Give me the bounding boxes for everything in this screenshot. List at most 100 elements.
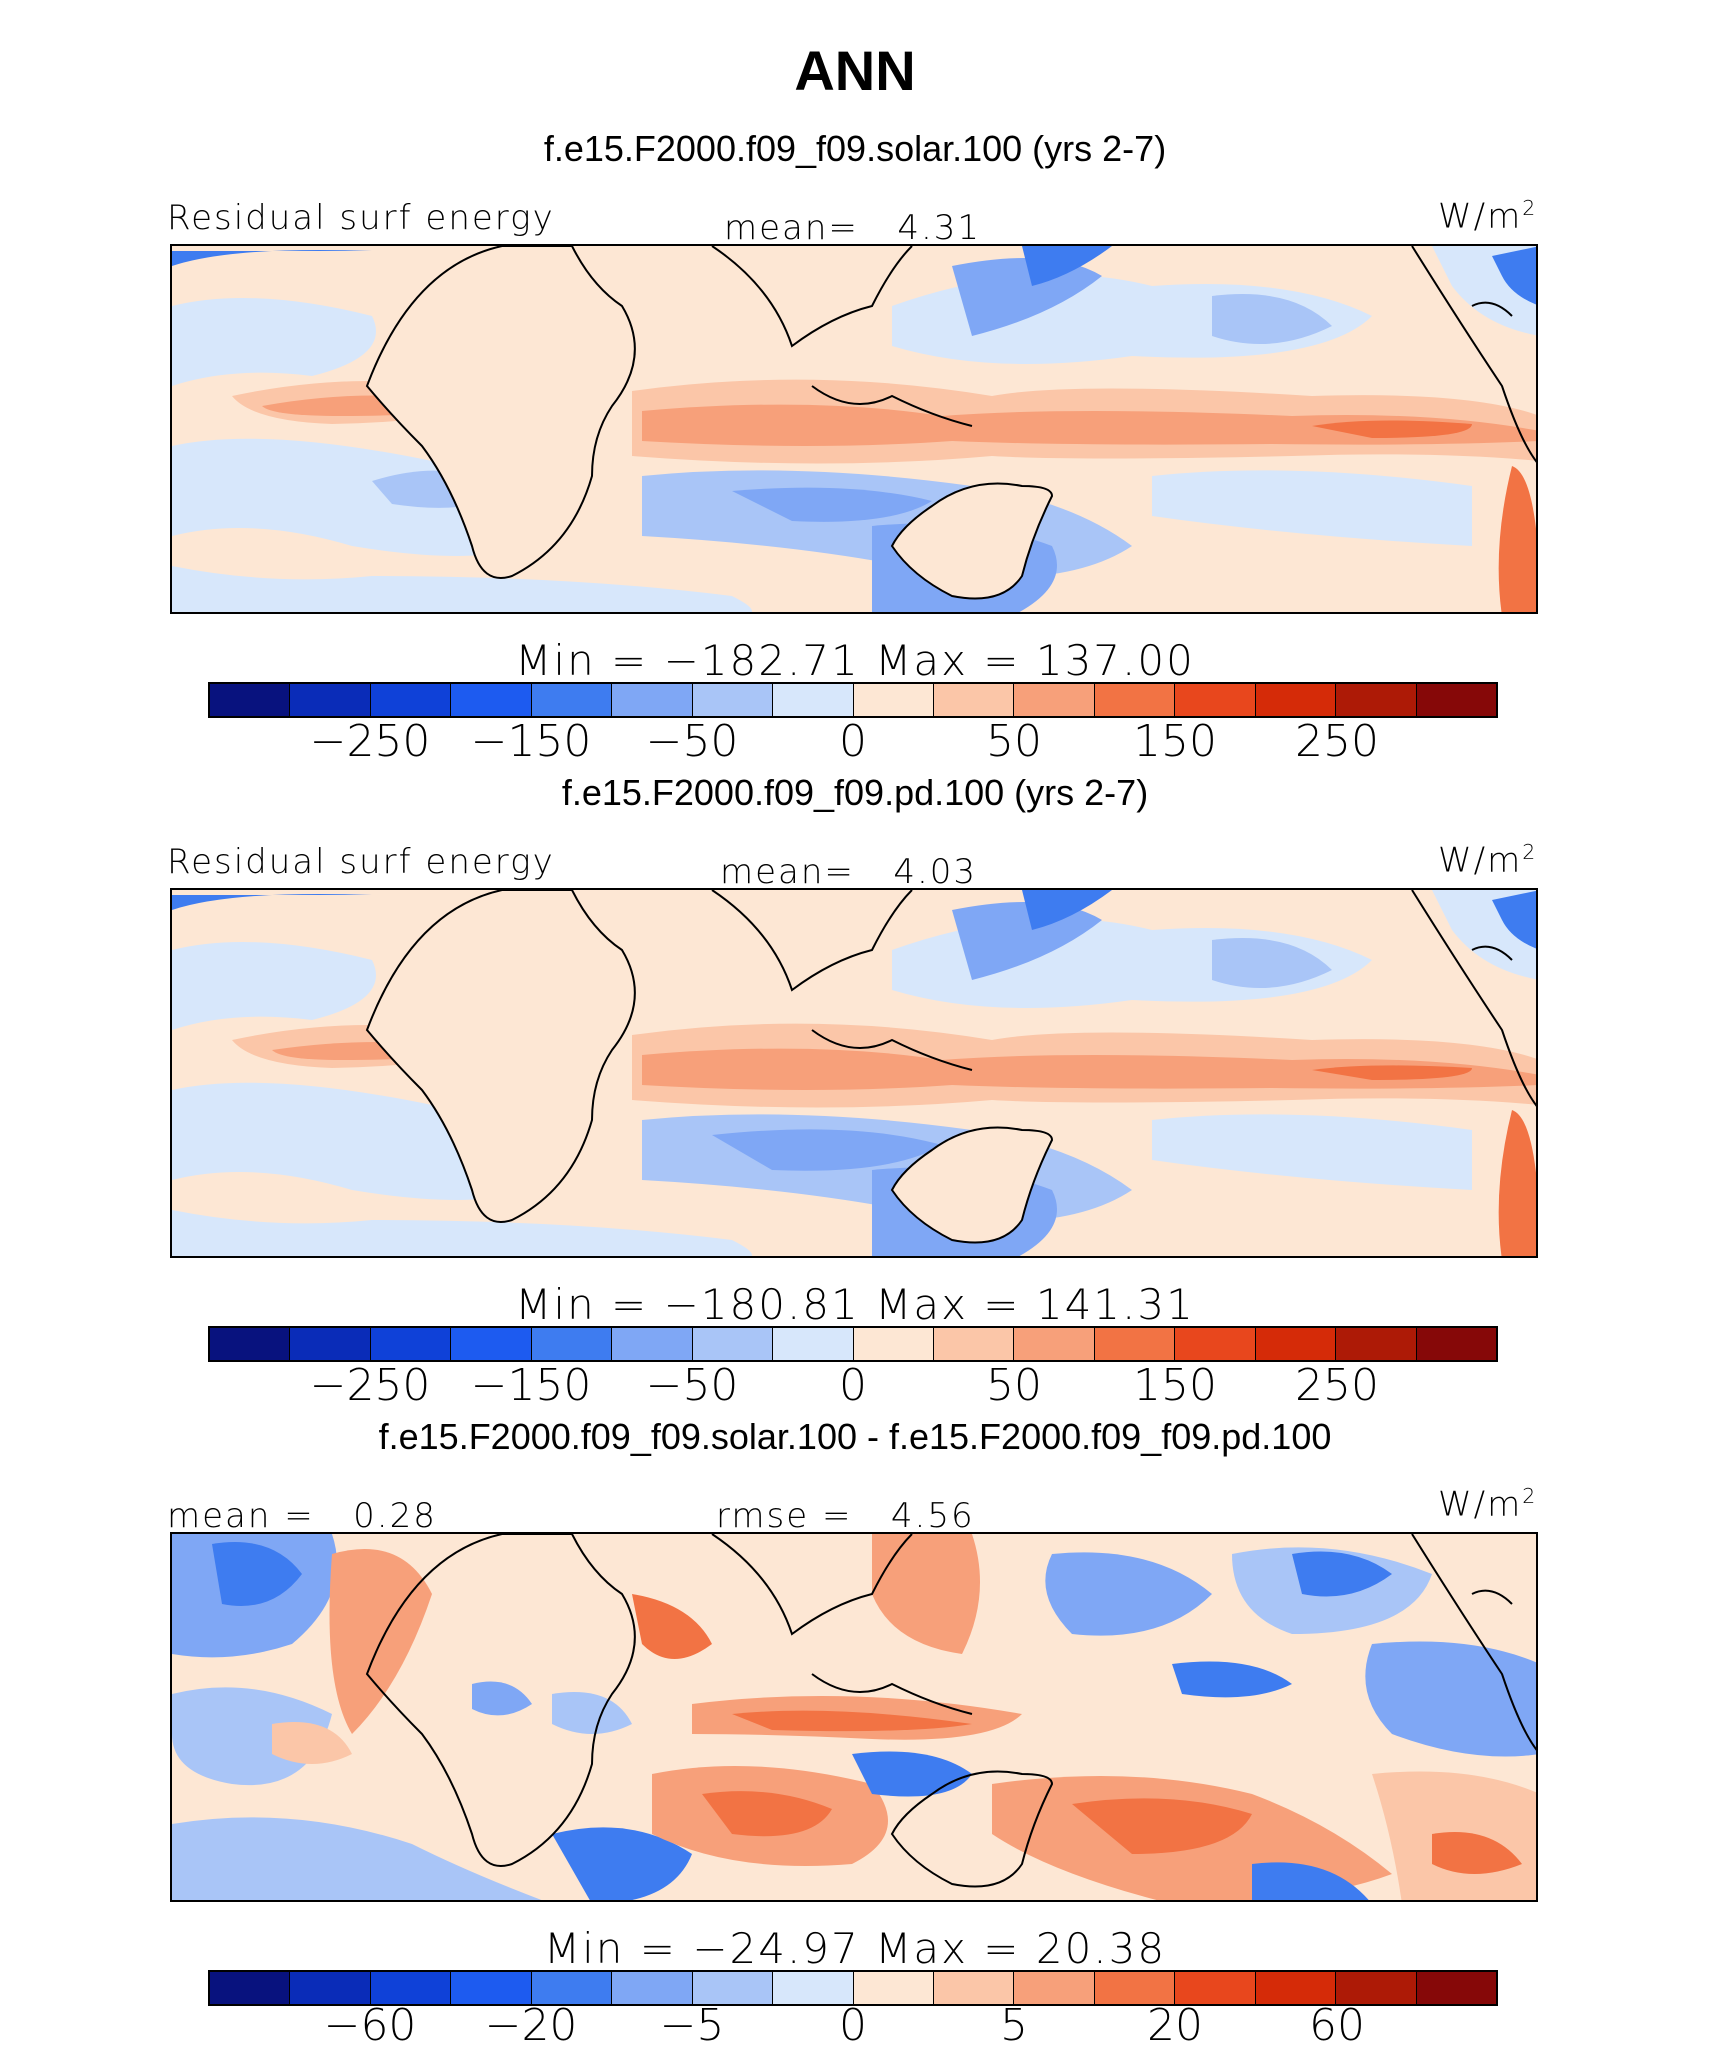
panel3-minmax: Min = −24.97 Max = 20.38 (543, 1924, 1167, 1973)
colorbar-swatch (1094, 684, 1176, 716)
colorbar-swatch (1014, 684, 1095, 716)
panel1-tick: 0 (839, 716, 867, 767)
colorbar-swatch (531, 684, 613, 716)
panel3-tick: −20 (484, 2000, 578, 2051)
colorbar-swatch (853, 1328, 934, 1360)
colorbar-swatch (1094, 1972, 1176, 2004)
panel2-tick: 0 (839, 1360, 867, 1411)
panel3-min-value: −24.97 (692, 1924, 860, 1973)
colorbar-swatch (210, 684, 291, 716)
colorbar-swatch (692, 684, 774, 716)
colorbar-swatch (531, 1328, 613, 1360)
colorbar-swatch (612, 684, 693, 716)
panel1-max-label: Max (875, 636, 968, 685)
colorbar-swatch (1014, 1972, 1095, 2004)
panel2-minmax: Min = −180.81 Max = 141.31 (515, 1280, 1195, 1329)
panel2-max-value: 141.31 (1035, 1280, 1195, 1329)
panel1-tick: 150 (1133, 716, 1217, 767)
colorbar-swatch (933, 1328, 1015, 1360)
panel3-tick: 5 (1000, 2000, 1028, 2051)
panel1-tick: 50 (986, 716, 1042, 767)
panel1-units: W/m2 (1438, 196, 1538, 237)
panel3-min-label: Min (543, 1924, 625, 1973)
colorbar-swatch (290, 1972, 371, 2004)
figure-title: ANN (794, 39, 916, 102)
colorbar-swatch (1416, 1972, 1496, 2004)
colorbar-swatch (451, 1328, 532, 1360)
colorbar-swatch (853, 684, 934, 716)
panel3-tick: −60 (323, 2000, 417, 2051)
colorbar-swatch (210, 1972, 291, 2004)
panel3-colorbar (208, 1970, 1498, 2006)
panel2-max-label: Max (875, 1280, 968, 1329)
colorbar-swatch (1336, 1972, 1417, 2004)
panel2-map (170, 888, 1538, 1258)
colorbar-swatch (1175, 684, 1256, 716)
panel3-max-value: 20.38 (1035, 1924, 1167, 1973)
colorbar-swatch (1255, 1972, 1337, 2004)
colorbar-swatch (1336, 1328, 1417, 1360)
colorbar-swatch (612, 1328, 693, 1360)
panel1-tick: 250 (1295, 716, 1379, 767)
panel3-tick: 60 (1309, 2000, 1365, 2051)
panel3-mean-label: mean = (167, 1496, 315, 1536)
panel2-tick: −250 (309, 1360, 431, 1411)
panel3-tick: 20 (1147, 2000, 1203, 2051)
colorbar-swatch (1416, 1328, 1496, 1360)
panel2-mean-value: 4.03 (893, 852, 978, 892)
colorbar-swatch (853, 1972, 934, 2004)
panel2-case-title: f.e15.F2000.f09_f09.pd.100 (yrs 2-7) (561, 772, 1149, 813)
colorbar-swatch (210, 1328, 291, 1360)
colorbar-swatch (1175, 1328, 1256, 1360)
colorbar-swatch (531, 1972, 613, 2004)
colorbar-swatch (933, 1972, 1015, 2004)
panel2-mean-label: mean= (720, 852, 855, 892)
panel2-tick: 250 (1295, 1360, 1379, 1411)
panel1-colorbar (208, 682, 1498, 718)
panel1-tick: −50 (645, 716, 739, 767)
colorbar-swatch (1175, 1972, 1256, 2004)
colorbar-swatch (612, 1972, 693, 2004)
colorbar-swatch (290, 684, 371, 716)
colorbar-swatch (451, 1972, 532, 2004)
panel3-units: W/m2 (1438, 1484, 1538, 1525)
panel1-tick: −250 (309, 716, 431, 767)
panel1-mean: mean= 4.31 (724, 208, 981, 248)
colorbar-swatch (1336, 684, 1417, 716)
panel2-tick: −150 (470, 1360, 592, 1411)
panel3-rmse-label: rmse = (716, 1496, 853, 1536)
colorbar-swatch (370, 1972, 452, 2004)
colorbar-swatch (1014, 1328, 1095, 1360)
panel2-tick: 50 (986, 1360, 1042, 1411)
panel2-colorbar (208, 1326, 1498, 1362)
panel1-mean-value: 4.31 (897, 208, 982, 248)
colorbar-swatch (1255, 684, 1337, 716)
colorbar-swatch (773, 1328, 854, 1360)
colorbar-swatch (370, 684, 452, 716)
colorbar-swatch (451, 684, 532, 716)
colorbar-swatch (692, 1328, 774, 1360)
panel3-map (170, 1532, 1538, 1902)
colorbar-swatch (933, 684, 1015, 716)
panel1-tick: −150 (470, 716, 592, 767)
panel3-mean-value: 0.28 (353, 1496, 437, 1536)
panel3-tick: −5 (659, 2000, 725, 2051)
panel3-rmse: rmse = 4.56 (716, 1496, 975, 1536)
panel3-tick: 0 (839, 2000, 867, 2051)
panel3-case-title: f.e15.F2000.f09_f09.solar.100 - f.e15.F2… (378, 1416, 1332, 1457)
colorbar-swatch (1094, 1328, 1176, 1360)
panel1-variable-label: Residual surf energy (167, 198, 555, 238)
panel3-max-label: Max (875, 1924, 968, 1973)
panel2-units: W/m2 (1438, 840, 1538, 881)
panel1-max-value: 137.00 (1035, 636, 1195, 685)
colorbar-swatch (1255, 1328, 1337, 1360)
panel2-mean: mean= 4.03 (720, 852, 977, 892)
panel2-tick: 150 (1133, 1360, 1217, 1411)
panel1-minmax: Min = −182.71 Max = 137.00 (515, 636, 1195, 685)
panel1-min-value: −182.71 (663, 636, 860, 685)
colorbar-swatch (290, 1328, 371, 1360)
panel3-mean: mean = 0.28 (167, 1496, 437, 1536)
panel1-map (170, 244, 1538, 614)
colorbar-swatch (1416, 684, 1496, 716)
panel2-min-value: −180.81 (663, 1280, 860, 1329)
